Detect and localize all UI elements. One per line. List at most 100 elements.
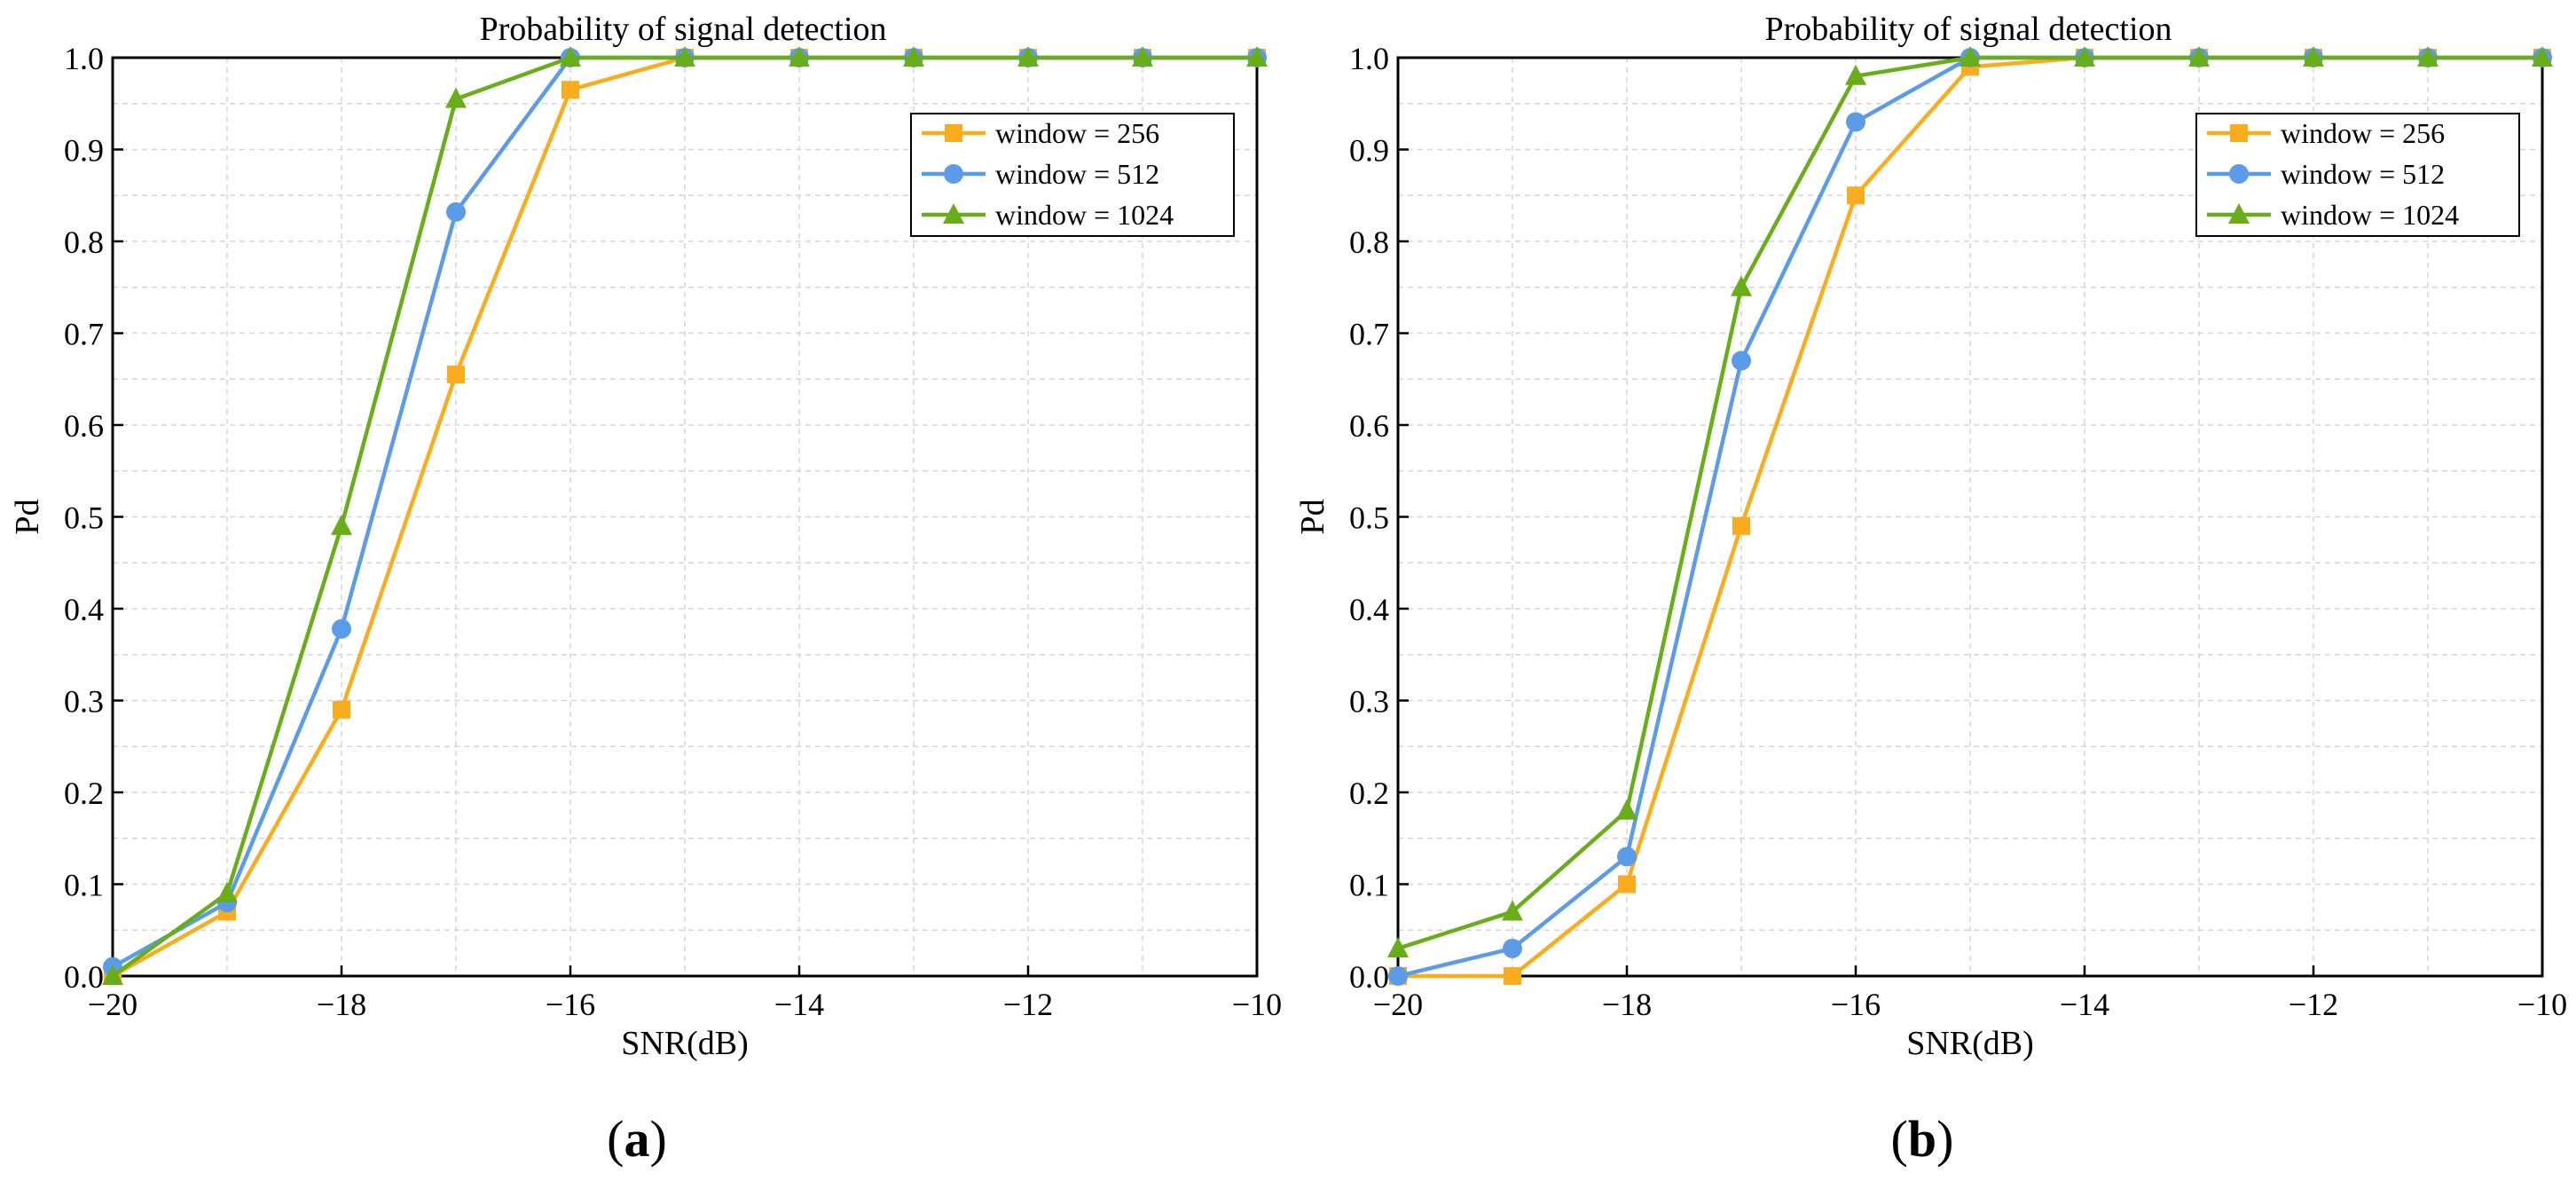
y-tick-label: 0.8 (1349, 224, 1389, 260)
data-point (2532, 46, 2553, 67)
panel-label-open-paren: ( (607, 1110, 624, 1168)
data-point (2188, 46, 2210, 67)
legend-label: window = 1024 (2281, 199, 2459, 231)
data-point (216, 881, 238, 902)
data-point (903, 46, 924, 67)
data-point (560, 46, 581, 67)
chart-title: Probability of signal detection (1764, 11, 2172, 48)
series-window-1024 (102, 46, 1268, 985)
x-tick-label: −16 (1831, 987, 1881, 1022)
data-point (1132, 46, 1153, 67)
data-point (332, 618, 351, 639)
chart-panel-b: 0.0 0.1 0.2 0.3 0.4 0.5 0.6 0.7 0.8 0.9 1.0 −20 −18 −… (1294, 11, 2567, 1168)
y-tick-label: 0.9 (1349, 133, 1389, 169)
data-point (1388, 966, 1408, 986)
data-point (1503, 938, 1522, 958)
legend-marker (2230, 124, 2248, 142)
data-point (1504, 967, 1521, 985)
data-point (1732, 516, 1750, 535)
series-window-1024 (1387, 46, 2553, 957)
legend: window = 256 window = 512 window = 1024 (2195, 113, 2520, 237)
x-tick-label: −12 (2289, 987, 2338, 1022)
data-point (2417, 46, 2439, 67)
x-tick-label: −10 (2517, 987, 2567, 1022)
data-point (1017, 46, 1039, 67)
data-point (331, 514, 352, 535)
x-tick-label: −20 (88, 987, 137, 1022)
gridlines (1398, 58, 2542, 976)
chart-title: Probability of signal detection (479, 11, 886, 48)
y-tick-label: 0.1 (1349, 868, 1389, 903)
legend-label: window = 256 (995, 117, 1159, 149)
y-tick-label: 0.5 (64, 500, 104, 536)
panel-label-close-paren: ) (1936, 1110, 1953, 1168)
x-tick-label: −18 (317, 987, 366, 1022)
panel-label-letter: a (624, 1110, 650, 1168)
data-point (445, 87, 467, 108)
data-point (1502, 900, 1523, 921)
data-point (1847, 186, 1865, 205)
data-point (1959, 46, 1981, 67)
x-tick-label: −10 (1232, 987, 1282, 1022)
legend-marker (2229, 164, 2249, 184)
y-tick-label: 0.6 (1349, 408, 1389, 444)
data-point (562, 81, 579, 99)
legend-label: window = 256 (2281, 117, 2445, 149)
panel-label: (b) (1891, 1110, 1954, 1168)
data-point (446, 201, 466, 222)
x-tick-label: −12 (1003, 987, 1053, 1022)
legend-label: window = 512 (995, 158, 1159, 190)
y-tick-label: 0.0 (1349, 959, 1389, 995)
data-point (674, 46, 695, 67)
legend-marker (2228, 203, 2250, 224)
y-tick-label: 0.5 (1349, 500, 1389, 536)
y-tick-label: 0.3 (1349, 684, 1389, 720)
data-point (102, 964, 123, 985)
y-tick-label: 0.7 (1349, 317, 1389, 352)
y-tick-label: 0.1 (64, 868, 104, 903)
data-point (1618, 875, 1636, 894)
y-tick-label: 0.4 (64, 592, 104, 627)
legend-label: window = 512 (2281, 158, 2445, 190)
y-tick-label: 0.9 (64, 133, 104, 169)
legend-label: window = 1024 (995, 199, 1174, 231)
data-point (1387, 936, 1409, 957)
y-tick-label: 1.0 (1349, 41, 1389, 76)
y-tick-label: 0.3 (64, 684, 104, 720)
data-point (447, 366, 465, 384)
data-point (1617, 846, 1637, 867)
panel-label-close-paren: ) (650, 1110, 667, 1168)
x-axis-label: SNR(dB) (1906, 1025, 2034, 1062)
y-axis-label: Pd (1294, 499, 1331, 534)
x-tick-label: −20 (1373, 987, 1423, 1022)
legend-marker (944, 164, 963, 184)
legend-marker (943, 203, 964, 224)
legend: window = 256 window = 512 window = 1024 (910, 113, 1235, 237)
y-tick-label: 0.0 (64, 959, 104, 995)
panel-label-letter: b (1908, 1110, 1936, 1168)
data-point (1246, 46, 1268, 67)
data-point (2303, 46, 2324, 67)
y-tick-label: 0.4 (1349, 592, 1389, 627)
panel-label-open-paren: ( (1891, 1110, 1908, 1168)
y-tick-label: 0.6 (64, 408, 104, 444)
data-point (789, 46, 810, 67)
x-axis-label: SNR(dB) (621, 1025, 749, 1062)
x-tick-label: −16 (546, 987, 595, 1022)
x-tick-label: −18 (1602, 987, 1652, 1022)
chart-panel-a: 0.0 0.1 0.2 0.3 0.4 0.5 0.6 0.7 0.8 0.9 1.0 −20 −18 −… (9, 11, 1282, 1168)
data-point (1732, 350, 1751, 371)
data-point (1616, 799, 1637, 820)
y-tick-label: 0.2 (64, 776, 104, 811)
data-point (2074, 46, 2095, 67)
y-tick-label: 1.0 (64, 41, 104, 76)
legend-marker (945, 124, 962, 142)
data-point (333, 700, 350, 719)
data-point (1845, 64, 1866, 85)
y-tick-label: 0.2 (1349, 776, 1389, 811)
y-tick-label: 0.8 (64, 224, 104, 260)
data-point (1731, 275, 1752, 296)
data-point (1846, 112, 1865, 132)
y-axis-label: Pd (9, 499, 46, 534)
